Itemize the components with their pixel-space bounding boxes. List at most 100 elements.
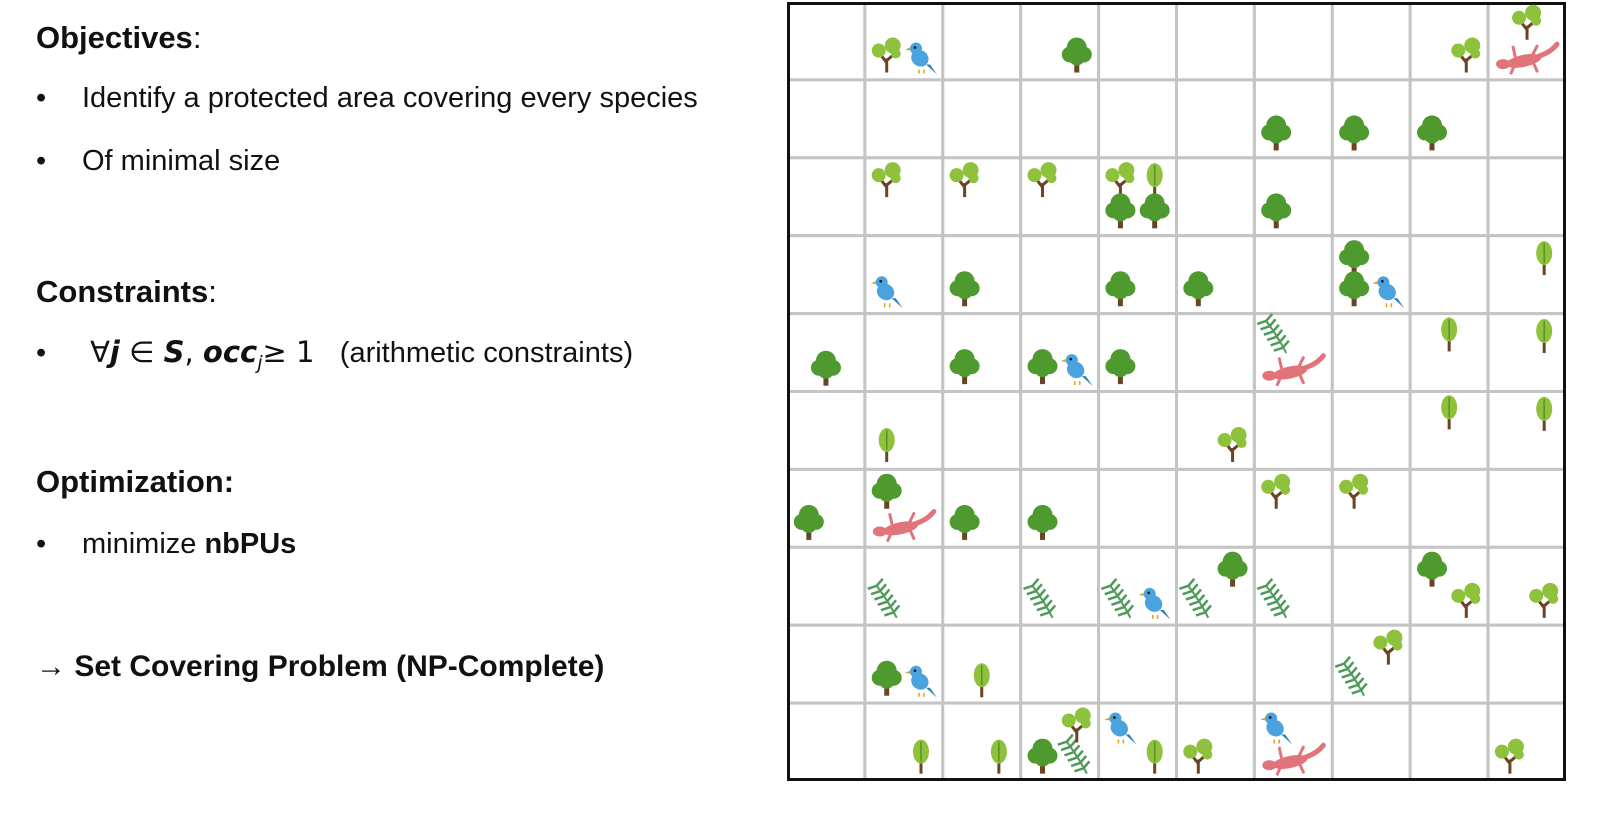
objective-item-1: • Identify a protected area covering ever… xyxy=(36,82,698,114)
planning-unit-cell[interactable] xyxy=(1019,623,1101,705)
planning-unit-cell[interactable] xyxy=(1097,467,1179,549)
light-tree-icon xyxy=(1529,582,1559,618)
planning-unit-cell[interactable] xyxy=(1019,234,1101,316)
planning-unit-cell[interactable] xyxy=(1019,467,1101,549)
planning-unit-cell[interactable] xyxy=(1486,623,1566,705)
lizard-icon xyxy=(872,508,937,542)
sapling-icon xyxy=(1441,395,1458,430)
planning-unit-cell[interactable] xyxy=(1252,2,1334,82)
planning-unit-cell[interactable] xyxy=(1408,467,1490,549)
planning-unit-cell[interactable] xyxy=(1175,623,1256,705)
planning-unit-cell[interactable] xyxy=(1097,2,1179,82)
planning-unit-cell[interactable] xyxy=(1175,2,1256,82)
planning-unit-cell[interactable] xyxy=(1330,156,1412,238)
planning-unit-cell[interactable] xyxy=(1175,234,1256,316)
light-tree-icon xyxy=(871,162,901,198)
planning-unit-cell[interactable] xyxy=(1330,545,1412,627)
round-tree-icon xyxy=(1261,193,1292,229)
sapling-icon xyxy=(990,739,1007,774)
round-tree-icon xyxy=(1105,349,1136,385)
planning-unit-cell[interactable] xyxy=(1330,312,1412,394)
planning-unit-cell[interactable] xyxy=(1486,156,1566,238)
planning-unit-cell[interactable] xyxy=(941,312,1023,394)
planning-unit-cell[interactable] xyxy=(1175,78,1256,160)
planning-unit-cell[interactable] xyxy=(863,78,945,160)
planning-unit-cell[interactable] xyxy=(1097,623,1179,705)
planning-unit-cell[interactable] xyxy=(863,2,945,82)
round-tree-icon xyxy=(1105,271,1136,307)
planning-unit-cell[interactable] xyxy=(1019,78,1101,160)
planning-unit-cell[interactable] xyxy=(1252,623,1334,705)
planning-unit-cell[interactable] xyxy=(1330,2,1412,82)
planning-unit-cell[interactable] xyxy=(863,623,945,705)
planning-unit-cell[interactable] xyxy=(1486,312,1566,394)
planning-unit-cell[interactable] xyxy=(863,312,945,394)
planning-unit-cell[interactable] xyxy=(941,701,1023,781)
planning-unit-cell[interactable] xyxy=(787,390,867,471)
planning-unit-cell[interactable] xyxy=(787,234,867,316)
planning-unit-cell[interactable] xyxy=(1330,78,1412,160)
planning-unit-cell[interactable] xyxy=(941,545,1023,627)
planning-unit-cell[interactable] xyxy=(1408,78,1490,160)
bird-icon xyxy=(870,276,903,309)
light-tree-icon xyxy=(1451,37,1481,73)
light-tree-icon xyxy=(1261,473,1291,509)
planning-unit-cell[interactable] xyxy=(1330,390,1412,471)
planning-unit-cell[interactable] xyxy=(1019,2,1101,82)
planning-unit-cell[interactable] xyxy=(1097,390,1179,471)
planning-unit-cell[interactable] xyxy=(1252,156,1334,238)
planning-unit-cell[interactable] xyxy=(1486,234,1566,316)
planning-unit-cell[interactable] xyxy=(1486,78,1566,160)
planning-unit-cell[interactable] xyxy=(1408,156,1490,238)
planning-unit-cell[interactable] xyxy=(941,234,1023,316)
planning-unit-cell[interactable] xyxy=(863,390,945,471)
planning-unit-cell[interactable] xyxy=(1175,701,1256,781)
fern-icon xyxy=(1101,578,1135,619)
light-tree-icon xyxy=(1373,629,1403,665)
round-tree-icon xyxy=(1061,37,1092,73)
planning-unit-cell[interactable] xyxy=(787,78,867,160)
planning-unit-cell[interactable] xyxy=(1408,234,1490,316)
light-tree-icon xyxy=(1027,162,1057,198)
planning-unit-cell[interactable] xyxy=(1486,390,1566,471)
planning-unit-cell[interactable] xyxy=(787,545,867,627)
objective-item-2: • Of minimal size xyxy=(36,145,281,177)
planning-unit-cell[interactable] xyxy=(941,467,1023,549)
bird-icon xyxy=(1260,712,1293,745)
lizard-icon xyxy=(1262,353,1326,387)
planning-unit-cell[interactable] xyxy=(863,234,945,316)
planning-unit-cell[interactable] xyxy=(787,701,867,781)
planning-unit-cell[interactable] xyxy=(1330,701,1412,781)
planning-unit-cell[interactable] xyxy=(787,2,867,82)
planning-unit-cell[interactable] xyxy=(1408,701,1490,781)
planning-unit-cell[interactable] xyxy=(941,78,1023,160)
fern-icon xyxy=(1023,578,1057,619)
light-tree-icon xyxy=(1494,738,1524,774)
planning-unit-cell[interactable] xyxy=(1097,701,1179,781)
planning-unit-cell[interactable] xyxy=(941,390,1023,471)
planning-unit-cell[interactable] xyxy=(1175,156,1256,238)
planning-unit-cell[interactable] xyxy=(1019,390,1101,471)
planning-unit-cell[interactable] xyxy=(1486,467,1566,549)
round-tree-icon xyxy=(1339,271,1370,307)
planning-unit-cell[interactable] xyxy=(1097,312,1179,394)
optimization-item: • minimize nbPUs xyxy=(36,528,297,560)
planning-unit-cell[interactable] xyxy=(941,2,1023,82)
planning-unit-cell[interactable] xyxy=(863,701,945,781)
planning-unit-cell[interactable] xyxy=(787,623,867,705)
planning-unit-cell[interactable] xyxy=(1175,390,1256,471)
optimization-heading: Optimization: xyxy=(36,464,235,499)
planning-unit-cell[interactable] xyxy=(1097,234,1179,316)
planning-unit-cell[interactable] xyxy=(1408,623,1490,705)
planning-unit-cell[interactable] xyxy=(1252,234,1334,316)
planning-unit-cell[interactable] xyxy=(787,467,867,549)
planning-unit-cell[interactable] xyxy=(1252,78,1334,160)
planning-unit-cell[interactable] xyxy=(1486,701,1566,781)
planning-unit-cell[interactable] xyxy=(1097,78,1179,160)
bird-icon xyxy=(1372,276,1405,309)
planning-unit-cell[interactable] xyxy=(1175,312,1256,394)
planning-unit-cell[interactable] xyxy=(1175,467,1256,549)
planning-unit-cell[interactable] xyxy=(1252,390,1334,471)
fern-icon xyxy=(1057,733,1091,775)
planning-unit-cell[interactable] xyxy=(787,156,867,238)
